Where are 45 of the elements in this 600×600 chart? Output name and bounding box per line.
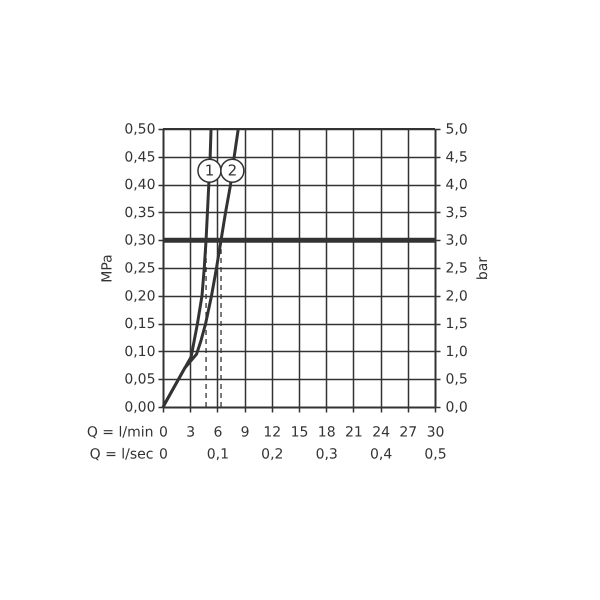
y2-tick-label: 2,5 bbox=[446, 260, 468, 276]
x2-tick-label: 0,2 bbox=[261, 446, 284, 462]
x-tick-label: 27 bbox=[399, 424, 418, 440]
y-axis-title: MPa bbox=[99, 254, 116, 283]
y2-tick-label: 4,0 bbox=[446, 177, 468, 194]
y2-tick-label: 1,0 bbox=[446, 344, 468, 360]
x2-axis-title: Q = l/sec bbox=[90, 446, 154, 462]
x2-tick-label: 0,1 bbox=[206, 446, 230, 462]
x-tick-label: 24 bbox=[372, 424, 390, 440]
x2-tick-label: 0,4 bbox=[370, 446, 392, 462]
y2-tick-label: 0,5 bbox=[446, 372, 468, 388]
y-tick-label: 0,50 bbox=[124, 122, 156, 138]
y-tick-label: 0,10 bbox=[124, 344, 156, 360]
y-tick-label: 0,40 bbox=[124, 177, 156, 194]
y2-tick-label: 2,0 bbox=[446, 288, 468, 304]
y2-tick-label: 3,5 bbox=[446, 204, 468, 221]
y-tick-label: 0,05 bbox=[124, 372, 156, 388]
y2-axis-title: bar bbox=[474, 256, 491, 280]
x-tick-label: 30 bbox=[426, 424, 444, 440]
x-tick-label: 18 bbox=[318, 424, 336, 440]
x-tick-label: 3 bbox=[186, 424, 196, 440]
legend-label: 2 bbox=[228, 162, 238, 180]
y-tick-label: 0,20 bbox=[124, 288, 156, 304]
y2-tick-label: 0,0 bbox=[446, 400, 468, 416]
y-tick-label: 0,30 bbox=[124, 232, 156, 249]
y-tick-label: 0,00 bbox=[124, 400, 156, 416]
x2-tick-label: 0 bbox=[159, 446, 168, 462]
x2-tick-label: 0,3 bbox=[316, 446, 338, 462]
series-label: 1 bbox=[204, 162, 214, 180]
y-tick-label: 0,45 bbox=[124, 149, 156, 166]
x2-tick-label: 0,5 bbox=[424, 446, 447, 462]
y2-tick-label: 5,0 bbox=[446, 122, 468, 138]
y2-tick-label: 3,0 bbox=[446, 232, 468, 249]
x-tick-label: 12 bbox=[263, 424, 282, 440]
y-tick-label: 0,15 bbox=[124, 316, 156, 332]
y-tick-label: 0,25 bbox=[124, 260, 156, 276]
x-tick-label: 15 bbox=[290, 424, 308, 440]
x-tick-label: 0 bbox=[159, 424, 168, 440]
y2-tick-label: 1,5 bbox=[446, 316, 468, 332]
x-tick-label: 9 bbox=[240, 424, 250, 440]
x-axis-title: Q = l/min bbox=[86, 424, 154, 440]
x-tick-label: 6 bbox=[213, 424, 222, 440]
y2-tick-label: 4,5 bbox=[446, 149, 468, 166]
x-tick-label: 21 bbox=[344, 424, 363, 440]
y-tick-label: 0,35 bbox=[124, 204, 156, 221]
